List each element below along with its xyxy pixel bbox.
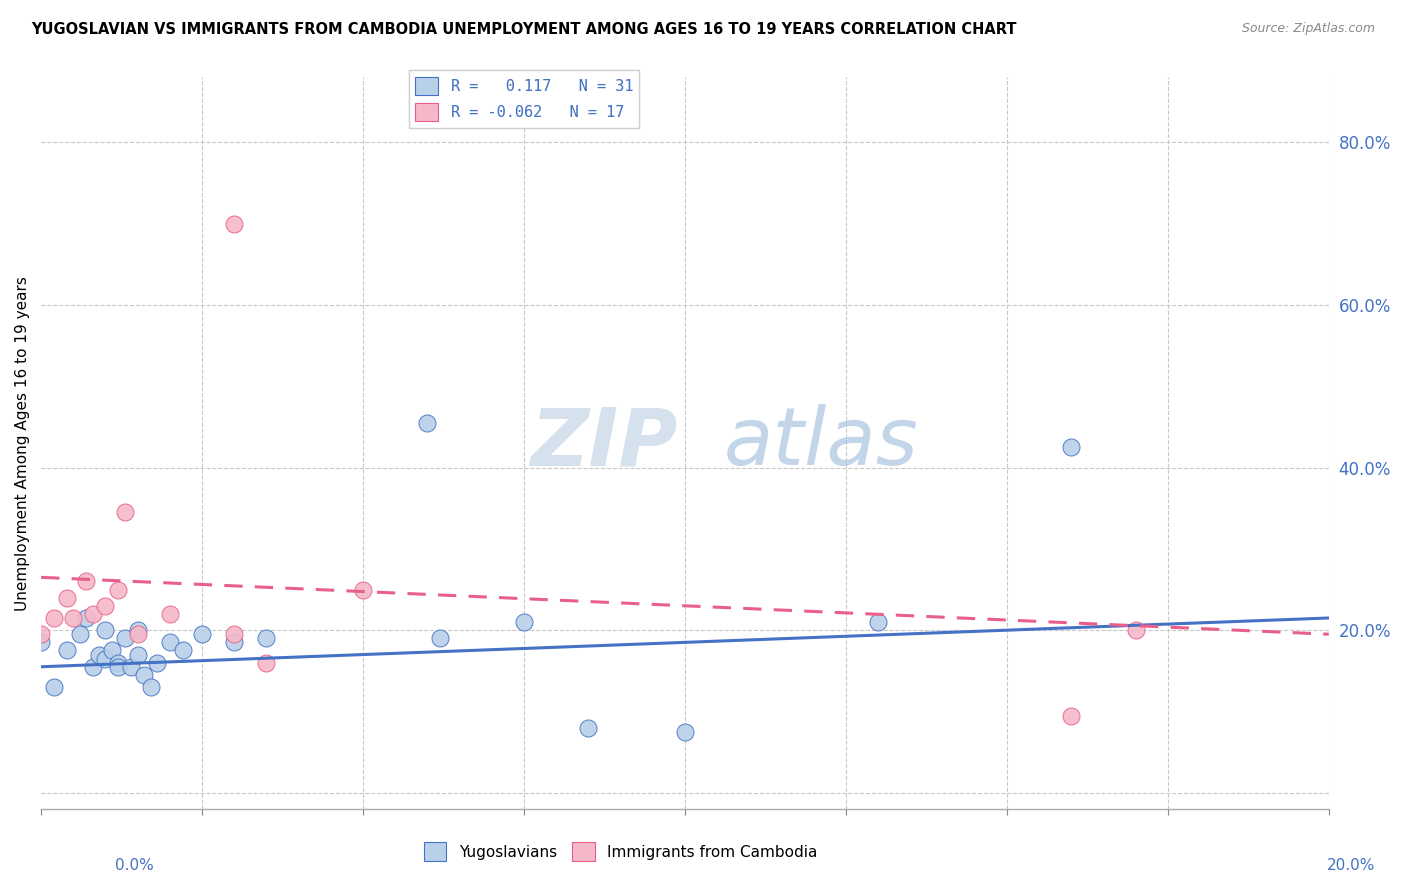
Point bbox=[94, 651, 117, 665]
Point bbox=[87, 648, 110, 662]
Point bbox=[1060, 440, 1083, 454]
Point bbox=[107, 659, 129, 673]
Point bbox=[82, 607, 104, 621]
Point bbox=[256, 632, 278, 646]
Text: ZIP: ZIP bbox=[530, 404, 678, 483]
Point bbox=[120, 659, 142, 673]
Point bbox=[146, 656, 169, 670]
Point bbox=[256, 656, 278, 670]
Point bbox=[75, 574, 97, 589]
Point bbox=[224, 217, 246, 231]
Y-axis label: Unemployment Among Ages 16 to 19 years: Unemployment Among Ages 16 to 19 years bbox=[15, 276, 30, 611]
Point bbox=[127, 648, 149, 662]
Text: atlas: atlas bbox=[724, 404, 918, 483]
Point bbox=[673, 724, 696, 739]
Point bbox=[56, 591, 79, 605]
Point bbox=[56, 643, 79, 657]
Point bbox=[513, 615, 536, 629]
Text: 0.0%: 0.0% bbox=[115, 858, 155, 872]
Text: YUGOSLAVIAN VS IMMIGRANTS FROM CAMBODIA UNEMPLOYMENT AMONG AGES 16 TO 19 YEARS C: YUGOSLAVIAN VS IMMIGRANTS FROM CAMBODIA … bbox=[31, 22, 1017, 37]
Point bbox=[429, 632, 451, 646]
Legend: R =   0.117   N = 31, R = -0.062   N = 17: R = 0.117 N = 31, R = -0.062 N = 17 bbox=[409, 70, 640, 128]
Point bbox=[127, 627, 149, 641]
Point bbox=[139, 680, 162, 694]
Point bbox=[75, 611, 97, 625]
Text: 20.0%: 20.0% bbox=[1327, 858, 1375, 872]
Point bbox=[82, 659, 104, 673]
Point bbox=[62, 611, 84, 625]
Point bbox=[30, 635, 52, 649]
Point bbox=[134, 668, 156, 682]
Point bbox=[101, 643, 124, 657]
Point bbox=[107, 582, 129, 597]
Point bbox=[868, 615, 890, 629]
Point bbox=[1125, 623, 1147, 637]
Point bbox=[42, 680, 65, 694]
Text: Source: ZipAtlas.com: Source: ZipAtlas.com bbox=[1241, 22, 1375, 36]
Point bbox=[159, 607, 181, 621]
Point bbox=[352, 582, 374, 597]
Point bbox=[1060, 708, 1083, 723]
Point bbox=[94, 623, 117, 637]
Point bbox=[172, 643, 194, 657]
Point bbox=[42, 611, 65, 625]
Point bbox=[69, 627, 91, 641]
Point bbox=[159, 635, 181, 649]
Point bbox=[114, 632, 136, 646]
Point bbox=[30, 627, 52, 641]
Point bbox=[416, 416, 439, 430]
Point bbox=[224, 635, 246, 649]
Point bbox=[576, 721, 599, 735]
Point bbox=[114, 505, 136, 519]
Point bbox=[191, 627, 214, 641]
Point bbox=[224, 627, 246, 641]
Point bbox=[127, 623, 149, 637]
Point bbox=[94, 599, 117, 613]
Point bbox=[107, 656, 129, 670]
